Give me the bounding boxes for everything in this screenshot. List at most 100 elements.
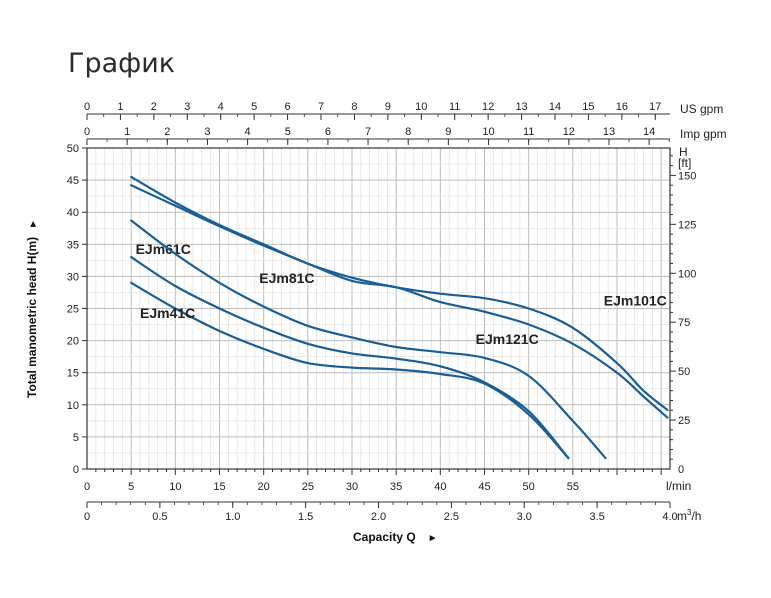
m3h-tick-label: 0 — [84, 511, 90, 523]
y-tick-label: 25 — [67, 304, 79, 316]
y-tick-label: 5 — [73, 432, 79, 444]
us-gpm-tick-label: 17 — [649, 101, 661, 113]
imp-gpm-tick-label: 5 — [285, 126, 291, 138]
x-tick-label: 5 — [128, 481, 134, 493]
us-gpm-tick-label: 10 — [415, 101, 427, 113]
m3h-unit-base: m — [677, 509, 687, 523]
y-tick-label: 20 — [67, 336, 79, 348]
imp-gpm-tick-label: 7 — [365, 126, 371, 138]
x-tick-label: 55 — [567, 481, 579, 493]
us-gpm-tick-label: 5 — [251, 101, 257, 113]
imp-gpm-unit: Imp gpm — [680, 127, 727, 141]
us-gpm-tick-label: 12 — [482, 101, 494, 113]
y-tick-label: 40 — [67, 207, 79, 219]
series-line-ejm121c — [130, 184, 669, 419]
m3h-unit: m3/h — [677, 508, 701, 523]
imp-gpm-tick-label: 4 — [245, 126, 251, 138]
x-axis-title-text: Capacity Q — [353, 530, 416, 544]
ft-tick-label: 25 — [678, 415, 690, 427]
m3h-tick-label: 4.0 — [662, 511, 677, 523]
m3h-tick-label: 1.5 — [298, 511, 313, 523]
x-tick-label: 30 — [346, 481, 358, 493]
us-gpm-tick-label: 13 — [515, 101, 527, 113]
m3h-unit-sup: 3 — [687, 508, 692, 517]
series-line-ejm41c — [130, 281, 570, 460]
us-gpm-tick-label: 7 — [318, 101, 324, 113]
imp-gpm-tick-label: 8 — [405, 126, 411, 138]
us-gpm-tick-label: 9 — [385, 101, 391, 113]
us-gpm-tick-label: 16 — [616, 101, 628, 113]
y-tick-label: 30 — [67, 271, 79, 283]
us-gpm-tick-label: 8 — [351, 101, 357, 113]
y-tick-label: 0 — [73, 464, 79, 476]
imp-gpm-tick-label: 3 — [204, 126, 210, 138]
m3h-tick-label: 3.5 — [589, 511, 604, 523]
y-axis-arrow: ► — [28, 219, 39, 229]
us-gpm-tick-label: 0 — [84, 101, 90, 113]
ft-tick-label: 50 — [678, 366, 690, 378]
series-label-ejm61c: EJm61C — [136, 241, 191, 257]
imp-gpm-tick-label: 10 — [482, 126, 494, 138]
series-line-ejm61c — [130, 256, 570, 460]
x-tick-label: 15 — [213, 481, 225, 493]
x-tick-label: 10 — [169, 481, 181, 493]
us-gpm-tick-label: 2 — [151, 101, 157, 113]
ft-tick-label: 0 — [678, 464, 684, 476]
y-tick-label: 35 — [67, 239, 79, 251]
chart-curves: EJm41C EJm61C EJm81C EJm101C EJm121C — [130, 175, 669, 460]
series-label-ejm101c: EJm101C — [604, 292, 667, 308]
m3h-tick-label: 0.5 — [152, 511, 167, 523]
us-gpm-tick-label: 15 — [582, 101, 594, 113]
m3h-tick-label: 1.0 — [225, 511, 240, 523]
imp-gpm-tick-label: 0 — [84, 126, 90, 138]
us-gpm-tick-label: 4 — [218, 101, 224, 113]
x-axis-arrow: ► — [428, 533, 438, 544]
lpm-unit: l/min — [666, 479, 691, 493]
ft-axis-title: H — [679, 145, 688, 159]
y-tick-label: 45 — [67, 175, 79, 187]
m3h-unit-suffix: /h — [691, 509, 701, 523]
us-gpm-tick-label: 6 — [285, 101, 291, 113]
us-gpm-tick-label: 11 — [449, 101, 460, 113]
y-tick-label: 50 — [67, 143, 79, 155]
imp-gpm-tick-label: 6 — [325, 126, 331, 138]
x-tick-label: 50 — [523, 481, 535, 493]
y-tick-label: 15 — [67, 368, 79, 380]
us-gpm-unit: US gpm — [680, 102, 723, 116]
ft-tick-label: 100 — [678, 268, 696, 280]
imp-gpm-tick-label: 2 — [164, 126, 170, 138]
m3h-tick-label: 2.5 — [444, 511, 459, 523]
imp-gpm-tick-label: 11 — [523, 126, 534, 138]
imp-gpm-tick-label: 14 — [643, 126, 655, 138]
x-axis-title: Capacity Q ► — [353, 530, 438, 544]
m3h-tick-label: 2.0 — [371, 511, 386, 523]
x-tick-label: 0 — [84, 481, 90, 493]
imp-gpm-tick-label: 1 — [124, 126, 130, 138]
series-label-ejm121c: EJm121C — [476, 331, 539, 347]
series-label-ejm41c: EJm41C — [140, 305, 195, 321]
ft-tick-label: 125 — [678, 219, 696, 231]
y-axis-title-text: Total manometric head H(m) — [25, 237, 39, 398]
x-tick-label: 20 — [258, 481, 270, 493]
series-label-ejm81c: EJm81C — [259, 270, 314, 286]
x-tick-label: 45 — [478, 481, 490, 493]
imp-gpm-tick-label: 12 — [563, 126, 575, 138]
y-axis-title: Total manometric head H(m) ► — [25, 219, 39, 398]
ft-tick-label: 150 — [678, 170, 696, 182]
ft-axis-unit: [ft] — [678, 156, 691, 170]
series-line-ejm81c — [130, 219, 607, 460]
y-tick-label: 10 — [67, 400, 79, 412]
x-tick-label: 25 — [302, 481, 314, 493]
chart-labels: US gpm Imp gpm H [ft] l/min m3/h Capacit… — [25, 102, 727, 544]
m3h-tick-label: 3.0 — [517, 511, 532, 523]
page-title: График — [68, 48, 176, 79]
us-gpm-tick-label: 1 — [117, 101, 123, 113]
x-tick-label: 35 — [390, 481, 402, 493]
us-gpm-tick-label: 14 — [549, 101, 561, 113]
ft-tick-label: 75 — [678, 317, 690, 329]
imp-gpm-tick-label: 9 — [445, 126, 451, 138]
series-line-ejm101c — [130, 175, 669, 411]
us-gpm-tick-label: 3 — [184, 101, 190, 113]
